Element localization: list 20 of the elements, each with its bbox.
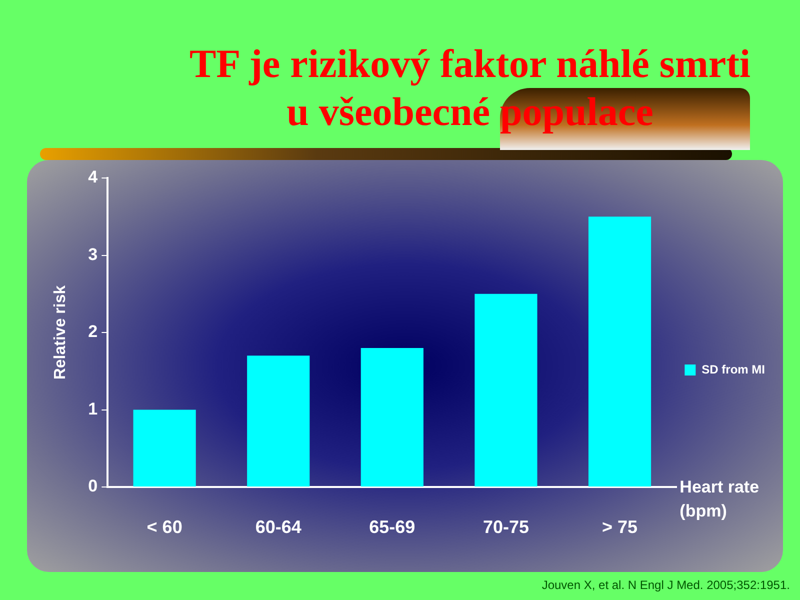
text: Jouven X, et al. N Engl J Med. 2005;352:1951. xyxy=(542,578,790,592)
bar xyxy=(588,216,652,486)
x-tick-label: > 75 xyxy=(602,516,638,537)
y-tick-label: 1 xyxy=(88,399,98,418)
bar xyxy=(474,294,538,486)
chart-title: TF je rizikový faktor náhlé smrti u všeobecné populace xyxy=(188,40,752,136)
x-tick-label: 65-69 xyxy=(369,516,416,537)
legend-label: SD from MI xyxy=(702,362,766,376)
x-tick-label: 60-64 xyxy=(255,516,302,537)
y-axis-title: Relative risk xyxy=(52,285,70,380)
x-tick-label: < 60 xyxy=(146,516,182,537)
x-axis-title: Heart rate (bpm) xyxy=(680,478,760,521)
bar xyxy=(360,348,424,486)
bar xyxy=(247,356,310,486)
y-tick-label: 0 xyxy=(88,476,98,496)
y-tick-label: 4 xyxy=(88,168,98,187)
bar xyxy=(133,410,196,486)
y-tick-label: 3 xyxy=(88,244,98,264)
y-tick-label: 2 xyxy=(88,322,98,342)
x-tick-label: 70-75 xyxy=(482,516,529,537)
